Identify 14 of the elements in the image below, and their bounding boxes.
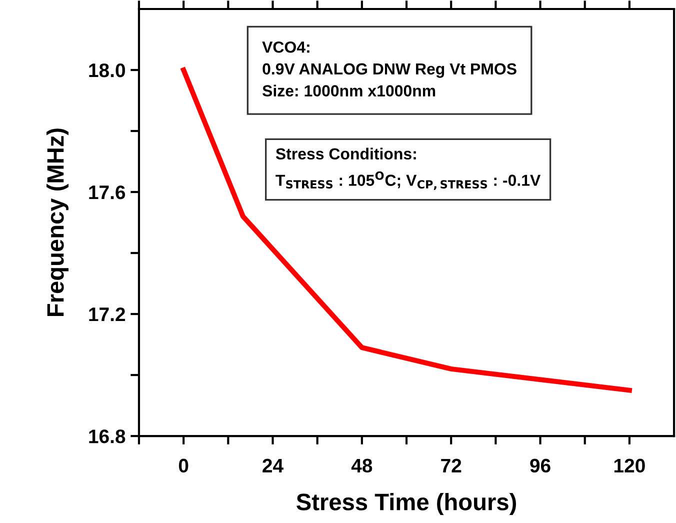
y-tick-label: 17.6 <box>89 185 126 200</box>
y-tick-label: 17.2 <box>89 307 126 322</box>
x-tick-label: 72 <box>441 458 462 472</box>
x-tick-label: 96 <box>530 458 550 473</box>
y-tick-label: 16.8 <box>89 429 126 444</box>
x-axis-title: Stress Time (hours) <box>296 493 516 516</box>
x-tick-label: 0 <box>178 458 188 473</box>
y-tick-label: 18.0 <box>89 63 125 78</box>
y-axis-title: Frequency (MHz) <box>46 128 69 316</box>
annotation: Stress Conditions: T$_{STRESS}$ : 105$^{O}$C; V$_{CP,STRESS}$ : -0.1V <box>276 148 541 190</box>
x-tick-label: 120 <box>614 458 645 473</box>
x-tick-label: 24 <box>262 458 284 472</box>
annotation: VCO4: 0.9V ANALOG DNW Reg Vt PMOS Size: 1000nm x1000nm <box>262 41 516 96</box>
x-tick-label: 48 <box>351 458 372 473</box>
